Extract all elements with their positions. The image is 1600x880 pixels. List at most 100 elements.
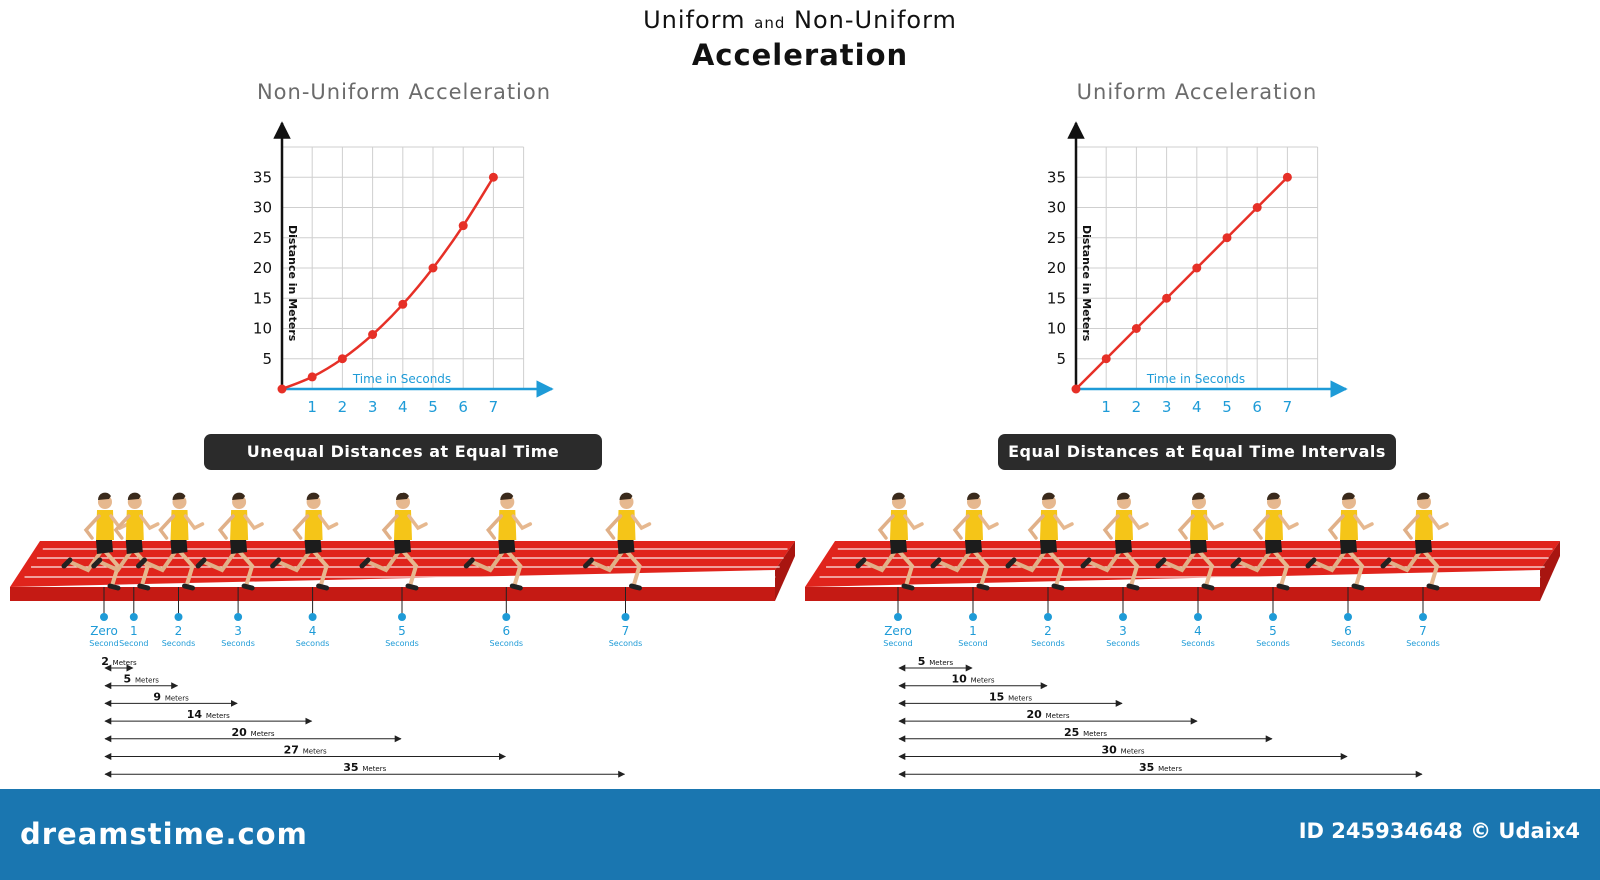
chart0-data-point <box>307 372 317 382</box>
chart0-y-tick-label: 30 <box>253 199 272 217</box>
chart1-x-tick-label: 4 <box>1192 398 1202 416</box>
runner-hair <box>891 492 905 500</box>
runner-arm-back <box>1177 514 1195 540</box>
track0-distance-label: 35 Meters <box>343 761 386 774</box>
runner-back-shoe <box>195 557 207 569</box>
runner-back-shoe <box>1380 557 1392 569</box>
runner-shirt <box>230 510 249 540</box>
title-word-and: and <box>754 14 786 32</box>
runner-shorts <box>394 540 411 554</box>
track0-marker-dot <box>398 613 406 621</box>
footer-credit: ID 245934648 © Udaix4 <box>1298 819 1580 843</box>
runner-shorts <box>617 540 635 554</box>
track1-runner <box>1380 492 1449 591</box>
track0-distance-label: 2 Meters <box>101 655 137 668</box>
runner-front-shoe <box>241 583 255 591</box>
runner-back-leg <box>589 548 626 573</box>
track1-marker-dot <box>969 613 977 621</box>
chart0-y-axis-label: Distance in Meters <box>286 225 299 342</box>
runner-arm-back <box>1027 514 1045 540</box>
runner-arm-front <box>183 514 205 531</box>
runner-shirt <box>1040 510 1058 540</box>
chart0-x-axis-label: Time in Seconds <box>352 372 451 386</box>
track1-time-number: 1 <box>969 624 977 638</box>
chart-title-uniform: Uniform Acceleration <box>1076 80 1318 104</box>
runner-shirt <box>96 510 114 540</box>
track1-distance-label: 35 Meters <box>1139 761 1182 774</box>
runner-arm-back <box>292 514 310 540</box>
track1-time-number: Zero <box>884 624 912 638</box>
runner-front-leg <box>623 548 642 588</box>
track0-time-number: 5 <box>398 624 406 638</box>
runner-hair <box>1041 492 1055 500</box>
runner-back-leg <box>1087 548 1123 573</box>
caption-equal-distances: Equal Distances at Equal Time Intervals <box>998 434 1396 470</box>
runner-arm-back <box>1102 514 1120 540</box>
runner-shorts <box>125 540 143 554</box>
runner-front-leg <box>176 548 195 588</box>
chart1-data-point <box>1101 354 1111 364</box>
track1-time-unit: Seconds <box>1406 639 1440 648</box>
chart0-x-tick-label: 4 <box>398 398 408 416</box>
runner-back-shoe <box>359 557 371 569</box>
track0-runner <box>61 492 130 591</box>
runner-front-leg <box>896 548 915 588</box>
runner-shorts <box>1115 540 1132 554</box>
track0-marker-dot <box>234 613 243 621</box>
runner-shirt <box>394 510 412 540</box>
runner-back-leg <box>1387 548 1423 573</box>
runner-front-leg <box>504 548 523 588</box>
track0-time-number: Zero <box>90 624 118 638</box>
runner-back-shoe <box>930 557 942 569</box>
runner-arm-front <box>243 514 264 531</box>
runner-arm-front <box>978 514 999 531</box>
track1-time-unit: Second <box>883 639 912 648</box>
runner-front-shoe <box>1351 583 1365 591</box>
chart-title-non-uniform: Non-Uniform Acceleration <box>256 80 552 104</box>
track0-marker-dot <box>129 613 138 621</box>
chart1-y-tick-label: 5 <box>1056 350 1066 368</box>
chart1-y-tick-label: 30 <box>1047 199 1066 217</box>
chart0-x-tick-label: 5 <box>428 398 438 416</box>
runner-front-leg <box>1346 548 1365 588</box>
runner-shorts <box>1265 540 1282 554</box>
runner-arm-back <box>83 514 101 540</box>
runner-front-shoe <box>1276 583 1290 591</box>
runner-back-shoe <box>270 557 282 569</box>
runner-arm-back <box>952 514 970 540</box>
track1-time-unit: Seconds <box>1256 639 1290 648</box>
track1-time-unit: Seconds <box>1031 639 1065 648</box>
chart1-x-axis-label: Time in Seconds <box>1146 372 1245 386</box>
runner-back-shoe <box>136 557 147 569</box>
runner-front-leg <box>1271 548 1290 588</box>
track0-time-number: 1 <box>130 624 138 638</box>
runner-shorts <box>230 540 248 554</box>
runner-front-leg <box>1046 548 1065 588</box>
runner-front-shoe <box>976 583 990 591</box>
runner-shirt <box>1115 510 1133 540</box>
runner-arm-back <box>217 514 235 540</box>
track1-runner <box>855 492 924 591</box>
track0-runner <box>136 492 205 591</box>
runner-hair <box>500 492 514 500</box>
track0-marker-dot <box>308 613 317 621</box>
track1-runner <box>1305 492 1374 591</box>
track1-time-number: 7 <box>1419 624 1427 638</box>
runner-back-leg <box>276 548 313 573</box>
runner-shirt <box>170 510 189 540</box>
runner-front-shoe <box>509 583 523 591</box>
track0-marker-dot <box>100 613 108 621</box>
runner-back-leg <box>1012 548 1048 573</box>
track1-marker-dot <box>1044 613 1052 621</box>
runner-front-leg <box>236 548 255 588</box>
chart1-y-tick-label: 35 <box>1047 168 1066 186</box>
caption-unequal-distances: Unequal Distances at Equal Time Interval… <box>204 434 602 497</box>
chart0-y-tick-label: 10 <box>253 320 272 338</box>
runner-arm-front <box>407 514 428 531</box>
track1-runner <box>1005 492 1074 591</box>
runner-hair <box>1266 492 1280 500</box>
track1-marker-dot <box>1119 613 1127 621</box>
track0-time-unit: Seconds <box>385 639 419 648</box>
chart1-data-point <box>1192 263 1202 273</box>
